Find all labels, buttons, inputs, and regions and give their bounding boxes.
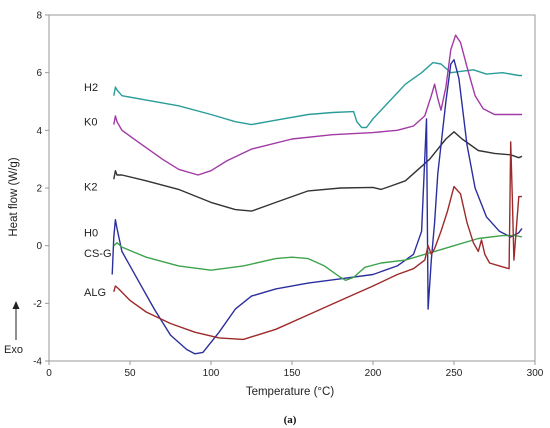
x-axis-title: Temperature (°C) [246, 386, 334, 398]
x-tick-label: 0 [46, 368, 52, 379]
exo-arrowhead-icon [12, 301, 20, 309]
x-tick-label: 200 [365, 368, 382, 379]
series-label-h2: H2 [84, 82, 98, 94]
y-tick-label: 0 [36, 241, 42, 252]
series-label-k2: K2 [84, 182, 97, 194]
x-tick-label: 100 [203, 368, 220, 379]
series-label-cs-g: CS-G [84, 248, 112, 260]
series-labels: H2 K0 K2 H0 CS-G ALG [84, 82, 112, 299]
plot-frame [48, 14, 536, 362]
x-tick-label: 50 [124, 368, 136, 379]
series-label-alg: ALG [84, 287, 106, 299]
series-lines [111, 34, 523, 355]
y-tick-label: -4 [33, 357, 42, 368]
series-line-cs-g [113, 234, 523, 281]
series-line-h0 [111, 59, 523, 355]
plot-area-border [48, 14, 536, 362]
x-tick-label: 250 [446, 368, 463, 379]
x-tick-label: 150 [284, 368, 301, 379]
series-label-k0: K0 [84, 117, 97, 129]
y-axis-title: Heat flow (W/g) [8, 157, 20, 236]
exo-label: Exo [4, 344, 23, 356]
series-label-h0: H0 [84, 228, 98, 240]
exo-indicator: Exo [4, 301, 23, 356]
series-line-k0 [113, 34, 522, 176]
y-tick-label: 4 [36, 126, 42, 137]
y-tick-label: 2 [36, 184, 42, 195]
series-line-k2 [113, 131, 523, 212]
series-line-alg [113, 141, 522, 341]
panel-label: (a) [284, 414, 297, 426]
x-tick-label: 300 [527, 368, 544, 379]
y-tick-label: -2 [33, 299, 42, 310]
axis-ticks: 0 50 100 150 200 250 300 -4 -2 0 2 4 6 8 [33, 11, 544, 380]
series-line-h2 [113, 61, 522, 129]
y-tick-label: 8 [36, 11, 42, 22]
y-tick-label: 6 [36, 68, 42, 79]
